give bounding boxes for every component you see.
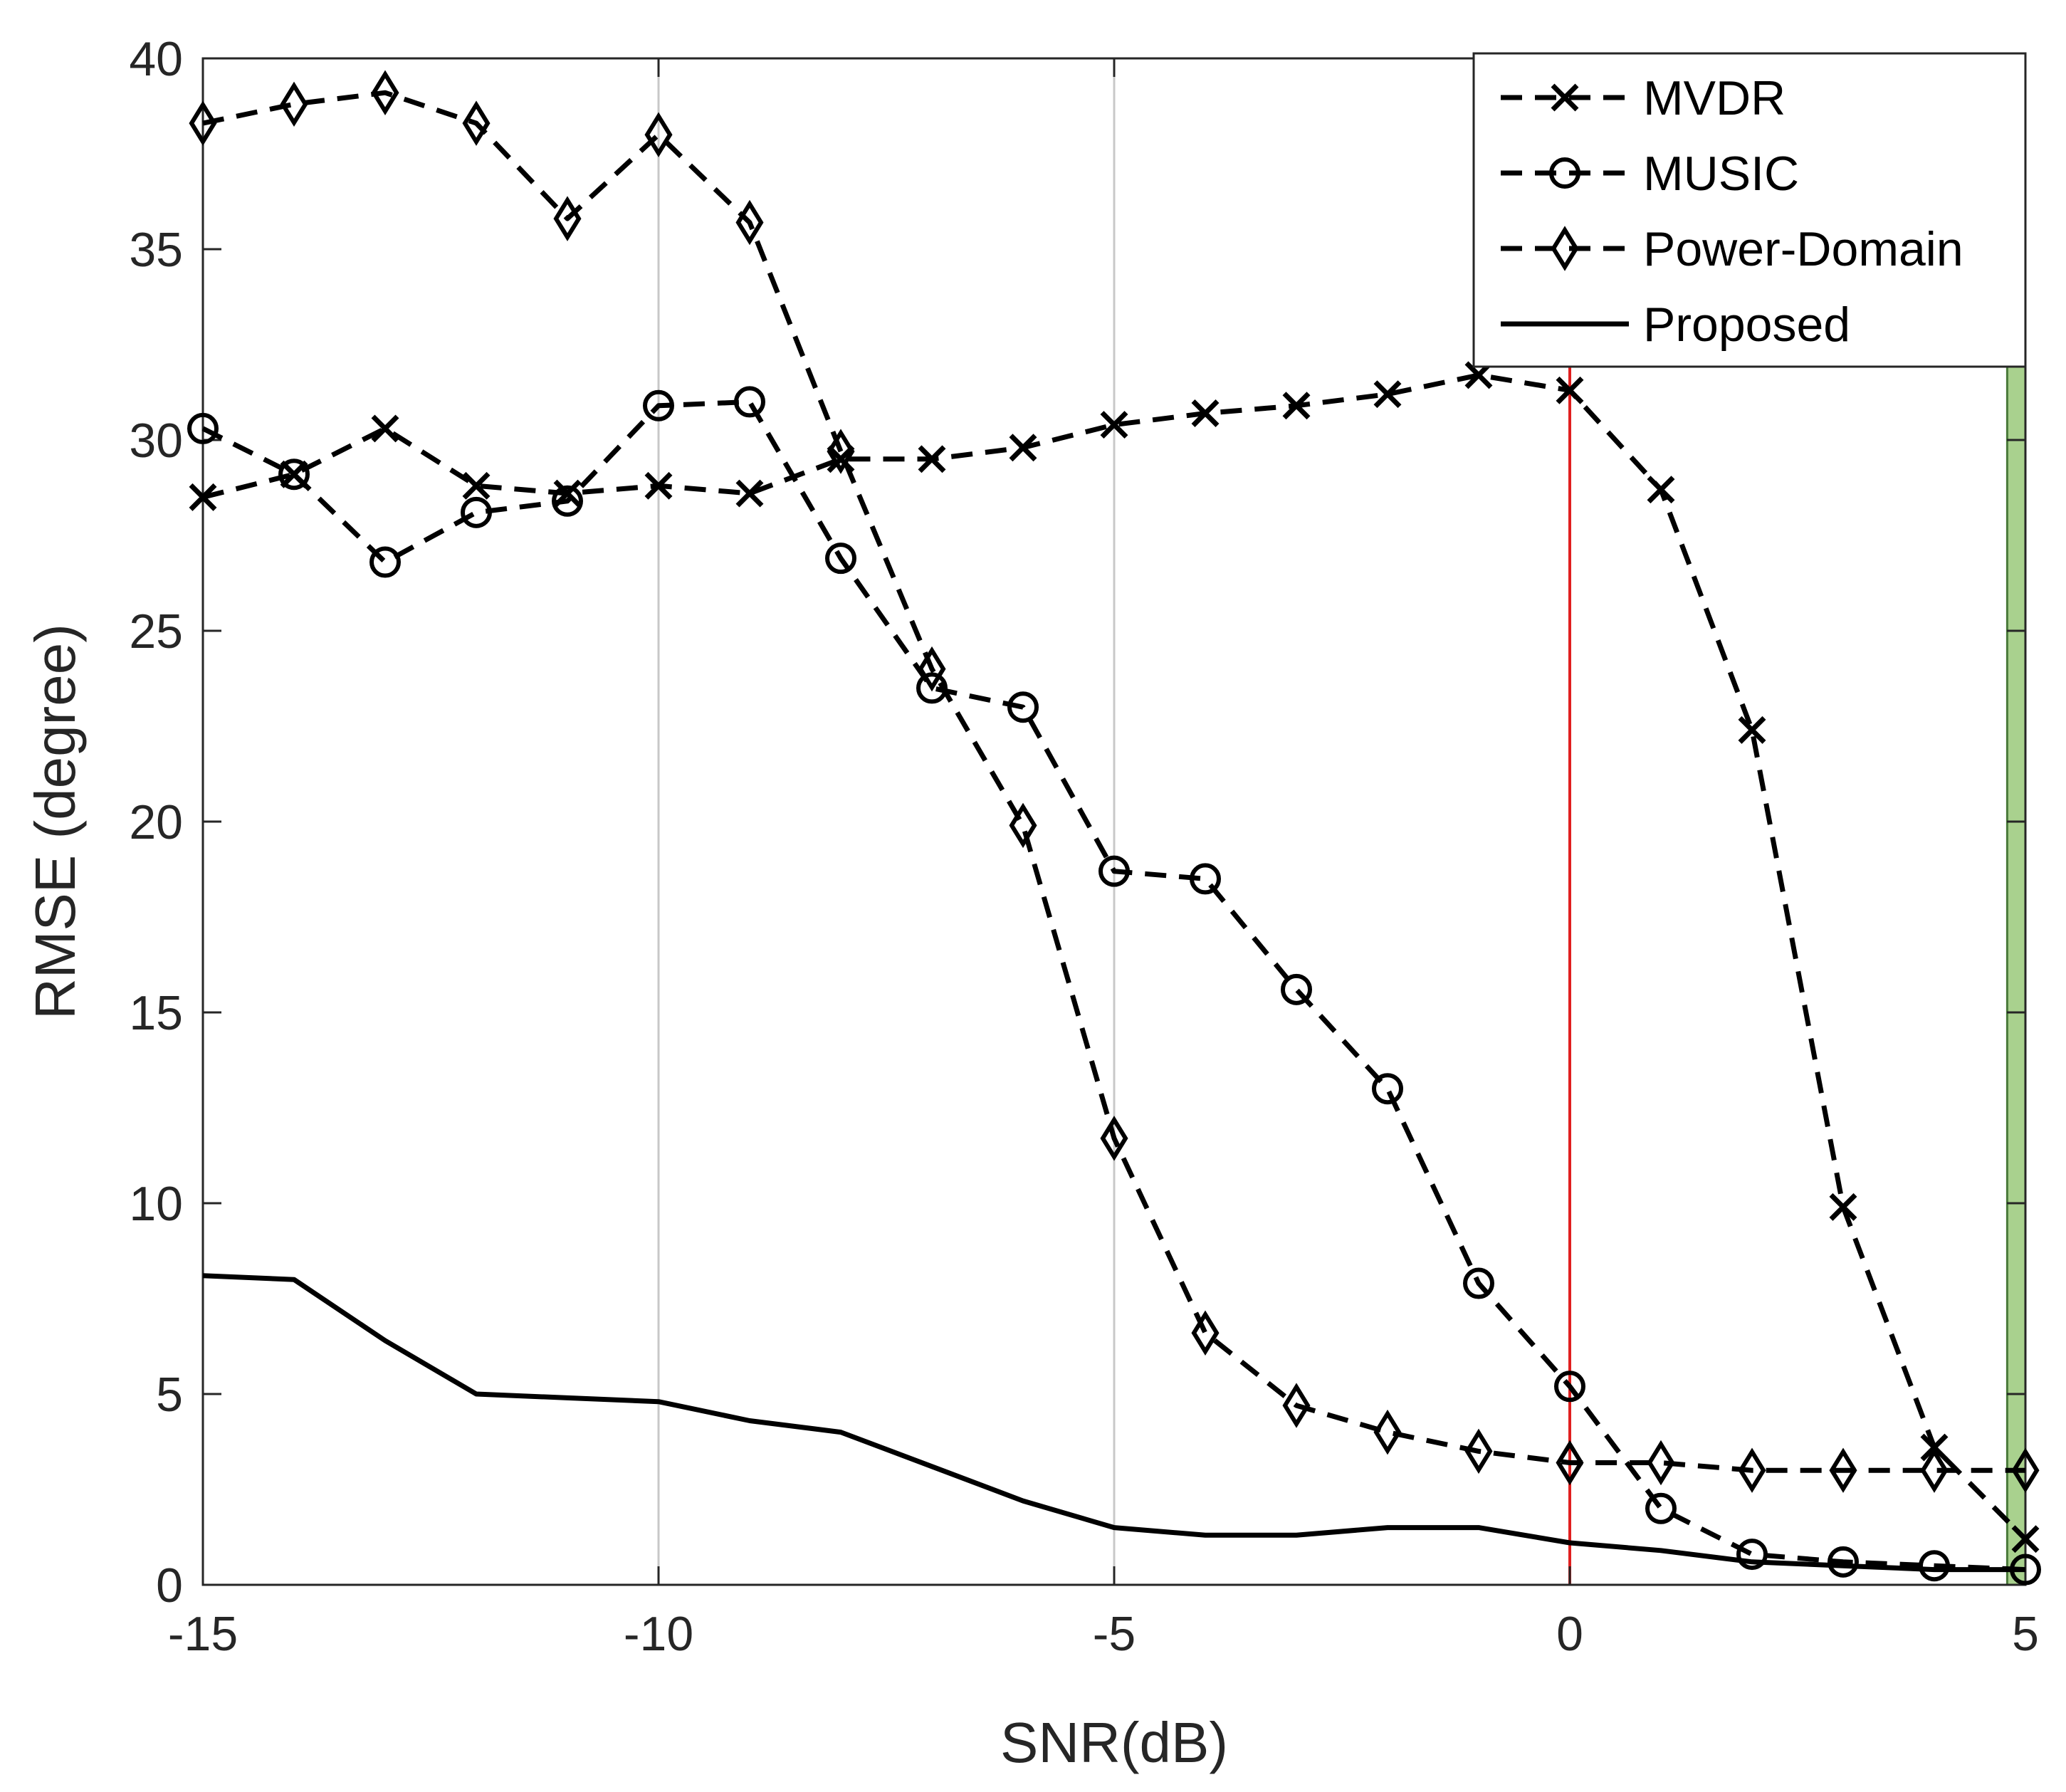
series-line <box>202 90 2025 1473</box>
data-point <box>1009 434 1037 462</box>
data-point <box>1282 392 1311 420</box>
data-point <box>1829 1447 1857 1493</box>
legend-marker <box>1549 157 1580 189</box>
legend-label: MUSIC <box>1643 147 1799 201</box>
y-tick-label: 35 <box>129 223 183 277</box>
data-point <box>1464 1428 1493 1474</box>
data-point <box>1556 376 1584 404</box>
series-line <box>202 1273 2025 1573</box>
data-point <box>1009 802 1037 849</box>
data-point <box>1100 1116 1128 1161</box>
data-point <box>1556 1440 1584 1486</box>
data-point <box>1463 1267 1494 1299</box>
x-tick-label: 5 <box>2012 1607 2039 1661</box>
data-point <box>553 196 582 241</box>
data-point <box>644 471 673 500</box>
data-point <box>1738 1447 1766 1493</box>
data-point <box>827 429 855 474</box>
data-point <box>1554 1371 1585 1403</box>
data-point <box>552 485 583 517</box>
x-axis-title: SNR(dB) <box>1000 1711 1228 1774</box>
data-point <box>280 81 308 127</box>
series-power-domain <box>189 70 2040 1493</box>
data-point <box>1372 1073 1403 1105</box>
data-point <box>644 112 673 157</box>
series-music <box>187 386 2041 1586</box>
x-tick-label: -15 <box>168 1607 238 1661</box>
y-tick-label: 15 <box>129 986 183 1040</box>
legend: MVDR MUSIC Power-Domain Proposed <box>1472 52 2027 368</box>
data-point <box>1373 380 1402 409</box>
data-point <box>1829 1193 1857 1221</box>
y-tick-label: 30 <box>129 414 183 468</box>
legend-marker <box>1551 226 1579 271</box>
data-point <box>1190 863 1221 895</box>
data-point <box>1738 716 1766 744</box>
data-point <box>1647 1440 1675 1486</box>
data-point <box>1282 1383 1311 1428</box>
data-point <box>1647 476 1675 504</box>
data-point <box>735 199 764 246</box>
series-proposed <box>202 1273 2025 1573</box>
legend-label: Proposed <box>1643 298 1850 352</box>
data-point <box>2011 1525 2040 1553</box>
data-point <box>918 646 946 692</box>
data-point <box>462 100 491 146</box>
y-tick-label: 0 <box>156 1558 183 1613</box>
data-point <box>278 459 310 491</box>
data-point <box>371 70 399 115</box>
series-line <box>202 372 2028 1541</box>
plot-area: -15 -10 -5 0 5 0 5 10 15 20 25 30 35 40 <box>129 32 2041 1661</box>
legend-box <box>1472 52 2027 368</box>
data-point <box>825 543 856 575</box>
series-line <box>201 399 2026 1573</box>
data-point <box>1828 1546 1859 1578</box>
data-point <box>1736 1539 1768 1571</box>
data-point <box>1281 973 1312 1005</box>
x-tick-label: 0 <box>1556 1607 1583 1661</box>
legend-marker <box>1551 83 1579 112</box>
data-point <box>1100 411 1128 439</box>
data-point <box>187 412 219 444</box>
data-point <box>371 414 399 443</box>
legend-label: MVDR <box>1643 71 1786 125</box>
data-point <box>461 496 492 528</box>
y-tick-label: 5 <box>156 1368 183 1422</box>
data-point <box>1645 1492 1677 1524</box>
y-axis-title: RMSE (degree) <box>23 624 87 1020</box>
data-point <box>1920 1433 1949 1462</box>
data-point <box>1373 1409 1402 1455</box>
y-tick-label: 40 <box>129 32 183 86</box>
data-point <box>1191 1310 1220 1356</box>
legend-label: Power-Domain <box>1643 222 1963 276</box>
x-tick-label: -10 <box>624 1607 693 1661</box>
y-tick-label: 25 <box>129 604 183 659</box>
data-point <box>1191 399 1220 427</box>
x-tick-label: -5 <box>1093 1607 1136 1661</box>
data-point <box>1007 691 1039 723</box>
highlight-band <box>2005 365 2027 1586</box>
y-tick-label: 20 <box>129 795 183 849</box>
data-point <box>918 445 946 473</box>
data-point <box>735 479 764 508</box>
data-point <box>643 389 674 421</box>
data-point <box>189 100 217 146</box>
series-mvdr <box>189 361 2040 1553</box>
data-point <box>734 386 765 418</box>
data-point <box>1920 1447 1949 1493</box>
data-point <box>1919 1550 1950 1582</box>
data-point <box>2011 1447 2040 1493</box>
y-tick-label: 10 <box>129 1177 183 1231</box>
data-point <box>369 546 401 578</box>
data-point <box>1098 855 1130 887</box>
data-point <box>189 483 217 511</box>
data-point <box>462 471 491 500</box>
